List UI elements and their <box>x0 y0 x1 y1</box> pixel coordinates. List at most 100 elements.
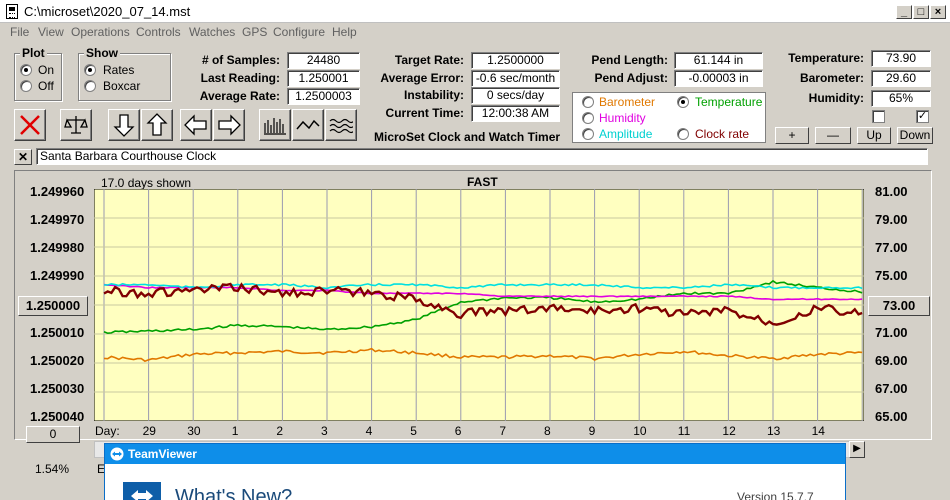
status-percent: 1.54% <box>35 462 70 476</box>
last-reading-value: 1.250001 <box>287 70 360 87</box>
arrow-down-icon <box>113 114 135 137</box>
y-left-tick: 1.249990 <box>30 268 85 283</box>
plot-on-radio[interactable] <box>20 64 32 76</box>
temperature-option[interactable]: Temperature <box>695 95 763 109</box>
arrow-right-button[interactable] <box>213 109 245 141</box>
plus-button[interactable]: + <box>775 127 809 144</box>
y-left-tick: 1.250030 <box>30 381 85 396</box>
clock-name-field[interactable]: Santa Barbara Courthouse Clock <box>36 148 928 165</box>
instability-value: 0 secs/day <box>471 87 560 104</box>
day-tick-label: 13 <box>767 424 781 438</box>
barometer-option[interactable]: Barometer <box>599 95 656 109</box>
bar-graph-button[interactable] <box>259 109 291 141</box>
menu-view[interactable]: View <box>38 25 64 39</box>
samples-value: 24480 <box>287 52 360 69</box>
barometer-radio[interactable] <box>582 96 594 108</box>
balance-button[interactable] <box>60 109 92 141</box>
average-rate-label: Average Rate: <box>199 89 280 103</box>
plot-off-radio[interactable] <box>20 80 32 92</box>
plot-on-label: On <box>38 63 55 77</box>
samples-label: # of Samples: <box>201 53 280 67</box>
menu-watches[interactable]: Watches <box>189 25 236 39</box>
series-line-temperature <box>103 279 863 335</box>
menu-file[interactable]: File <box>10 25 30 39</box>
series-line-barometer <box>103 347 863 363</box>
average-rate-value: 1.2500003 <box>287 88 360 105</box>
wave-icon <box>329 118 353 134</box>
y-right-tick: 81.00 <box>875 184 908 199</box>
day-tick-label: 5 <box>410 424 417 438</box>
line-graph-button[interactable] <box>292 109 324 141</box>
day-tick-label: 11 <box>677 424 691 438</box>
y-left-tick: 1.249960 <box>30 184 85 199</box>
humidity-option[interactable]: Humidity <box>599 111 646 125</box>
current-time-label: Current Time: <box>385 106 464 120</box>
day-tick-label: 10 <box>633 424 647 438</box>
center-rate-button[interactable]: 1.250000 <box>18 296 88 316</box>
title-bar: C:\microset\2020_07_14.mst _ □ × <box>0 0 950 23</box>
amplitude-option[interactable]: Amplitude <box>599 127 653 141</box>
menu-operations[interactable]: Operations <box>71 25 130 39</box>
app-icon[interactable] <box>6 4 18 19</box>
checkbox-1[interactable] <box>872 110 885 123</box>
series-line-humidity <box>103 283 863 301</box>
clear-button[interactable] <box>14 109 46 141</box>
menu-help[interactable]: Help <box>332 25 357 39</box>
humidity-label: Humidity: <box>808 91 864 105</box>
show-group-label: Show <box>84 46 120 60</box>
temperature-label: Temperature: <box>788 51 864 65</box>
clock-rate-radio[interactable] <box>677 128 689 140</box>
y-right-tick: 71.00 <box>875 325 908 340</box>
scroll-right-button[interactable]: ▶ <box>849 441 865 458</box>
y-left-tick: 1.250020 <box>30 353 85 368</box>
day-tick-label: 6 <box>454 424 462 438</box>
y-left-tick: 1.250040 <box>30 409 85 424</box>
minimize-button[interactable]: _ <box>896 5 912 19</box>
wave-button[interactable] <box>325 109 357 141</box>
day-tick-label: 7 <box>499 424 507 438</box>
arrow-up-button[interactable] <box>141 109 173 141</box>
minus-button[interactable]: — <box>815 127 851 144</box>
target-rate-value: 1.2500000 <box>471 52 560 69</box>
close-button[interactable]: × <box>930 5 946 19</box>
menu-controls[interactable]: Controls <box>136 25 181 39</box>
days-shown-label: 17.0 days shown <box>101 176 192 190</box>
down-button[interactable]: Down <box>897 127 933 144</box>
day-tick-label: 14 <box>811 424 825 438</box>
current-time-value: 12:00:38 AM <box>471 105 560 122</box>
status-stub: E <box>97 462 106 476</box>
pend-length-label: Pend Length: <box>591 53 668 67</box>
teamviewer-titlebar: TeamViewer <box>105 444 845 464</box>
menu-configure[interactable]: Configure <box>273 25 326 39</box>
bar-graph-icon <box>264 118 286 135</box>
remove-clock-button[interactable]: ✕ <box>14 149 32 165</box>
line-graph-icon <box>296 119 320 130</box>
teamviewer-heading: What's New? <box>175 486 293 500</box>
target-rate-label: Target Rate: <box>394 53 464 67</box>
menu-gps[interactable]: GPS <box>242 25 268 39</box>
temperature-radio[interactable] <box>677 96 689 108</box>
show-boxcar-radio[interactable] <box>84 80 96 92</box>
plot-group-label: Plot <box>20 46 47 60</box>
arrow-left-button[interactable] <box>180 109 212 141</box>
clock-rate-option[interactable]: Clock rate <box>695 127 750 141</box>
maximize-button[interactable]: □ <box>913 5 929 19</box>
last-reading-label: Last Reading: <box>200 71 280 85</box>
average-error-value: -0.6 sec/month <box>471 70 560 87</box>
amplitude-radio[interactable] <box>582 128 594 140</box>
show-rates-radio[interactable] <box>84 64 96 76</box>
balance-scale-icon <box>64 116 88 134</box>
arrow-down-button[interactable] <box>108 109 140 141</box>
plot-area[interactable] <box>94 189 864 421</box>
humidity-radio[interactable] <box>582 112 594 124</box>
temperature-value: 73.90 <box>871 50 931 67</box>
checkbox-2[interactable]: ✓ <box>916 110 929 123</box>
scroll-value-button[interactable]: 0 <box>26 426 80 443</box>
pend-adjust-value: -0.00003 in <box>674 70 763 87</box>
up-button[interactable]: Up <box>857 127 891 144</box>
day-tick-label: 30 <box>187 424 201 438</box>
teamviewer-large-logo-icon <box>123 482 161 500</box>
center-temperature-button[interactable]: 73.00 <box>868 296 930 316</box>
y-right-tick: 75.00 <box>875 268 908 283</box>
teamviewer-logo-icon <box>110 447 124 461</box>
